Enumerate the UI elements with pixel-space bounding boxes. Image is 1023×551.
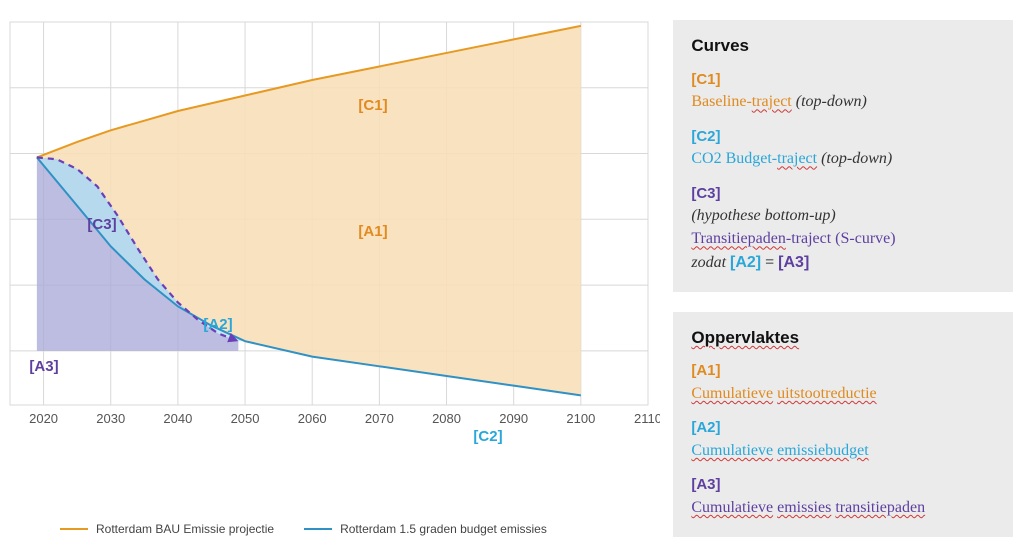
surface-entry-a3: [A3] Cumulatieve emissies transitiepaden (691, 474, 995, 519)
panel-surfaces-title: Oppervlaktes (691, 326, 995, 351)
desc-c3: (hypothese bottom-up) Transitiepaden-tra… (691, 207, 895, 270)
tag-a2: [A2] (691, 417, 995, 439)
tag-a1: [A1] (691, 360, 995, 382)
svg-text:[A3]: [A3] (29, 358, 58, 375)
svg-text:2030: 2030 (96, 411, 125, 426)
svg-text:2040: 2040 (163, 411, 192, 426)
legend-swatch-bau (60, 528, 88, 530)
desc-a1: Cumulatieve uitstootreductie (691, 385, 876, 402)
curve-entry-c1: [C1] Baseline-traject (top-down) (691, 69, 995, 114)
chart-svg: 2020 2030 2040 2050 2060 2070 2080 2090 2100 2110… (0, 0, 660, 470)
tag-c1: [C1] (691, 69, 995, 91)
svg-text:[A1]: [A1] (358, 223, 387, 240)
svg-text:2070: 2070 (365, 411, 394, 426)
surface-entry-a1: [A1] Cumulatieve uitstootreductie (691, 360, 995, 405)
panel-curves-title: Curves (691, 34, 995, 59)
svg-text:2060: 2060 (298, 411, 327, 426)
legend-label-bau: Rotterdam BAU Emissie projectie (96, 522, 274, 536)
desc-c2: CO2 Budget-traject (top-down) (691, 150, 892, 167)
desc-c1: Baseline-traject (top-down) (691, 93, 867, 110)
desc-a3: Cumulatieve emissies transitiepaden (691, 499, 925, 516)
legend-item-bau: Rotterdam BAU Emissie projectie (60, 522, 274, 536)
panel-curves: Curves [C1] Baseline-traject (top-down) … (673, 20, 1013, 292)
root-container: 2020 2030 2040 2050 2060 2070 2080 2090 2100 2110… (0, 0, 1023, 551)
tag-c2: [C2] (691, 126, 995, 148)
svg-text:[A2]: [A2] (203, 316, 232, 333)
tag-c3: [C3] (691, 183, 995, 205)
svg-text:2110: 2110 (634, 411, 660, 426)
panel-surfaces: Oppervlaktes [A1] Cumulatieve uitstootre… (673, 312, 1013, 537)
side-panel: Curves [C1] Baseline-traject (top-down) … (661, 0, 1023, 551)
svg-text:[C1]: [C1] (358, 97, 387, 114)
curve-entry-c2: [C2] CO2 Budget-traject (top-down) (691, 126, 995, 171)
svg-text:2080: 2080 (432, 411, 461, 426)
svg-text:2020: 2020 (29, 411, 58, 426)
svg-text:2090: 2090 (499, 411, 528, 426)
tag-a3: [A3] (691, 474, 995, 496)
desc-a2: Cumulatieve emissiebudget (691, 442, 868, 459)
svg-text:2050: 2050 (231, 411, 260, 426)
legend-label-budget: Rotterdam 1.5 graden budget emissies (340, 522, 547, 536)
svg-text:[C3]: [C3] (87, 216, 116, 233)
legend-swatch-budget (304, 528, 332, 530)
surface-entry-a2: [A2] Cumulatieve emissiebudget (691, 417, 995, 462)
chart-legend: Rotterdam BAU Emissie projectie Rotterda… (60, 522, 547, 536)
svg-text:2100: 2100 (566, 411, 595, 426)
chart-area: 2020 2030 2040 2050 2060 2070 2080 2090 2100 2110… (0, 0, 661, 551)
legend-item-budget: Rotterdam 1.5 graden budget emissies (304, 522, 547, 536)
svg-text:[C2]: [C2] (473, 428, 502, 445)
curve-entry-c3: [C3] (hypothese bottom-up) Transitiepade… (691, 183, 995, 274)
